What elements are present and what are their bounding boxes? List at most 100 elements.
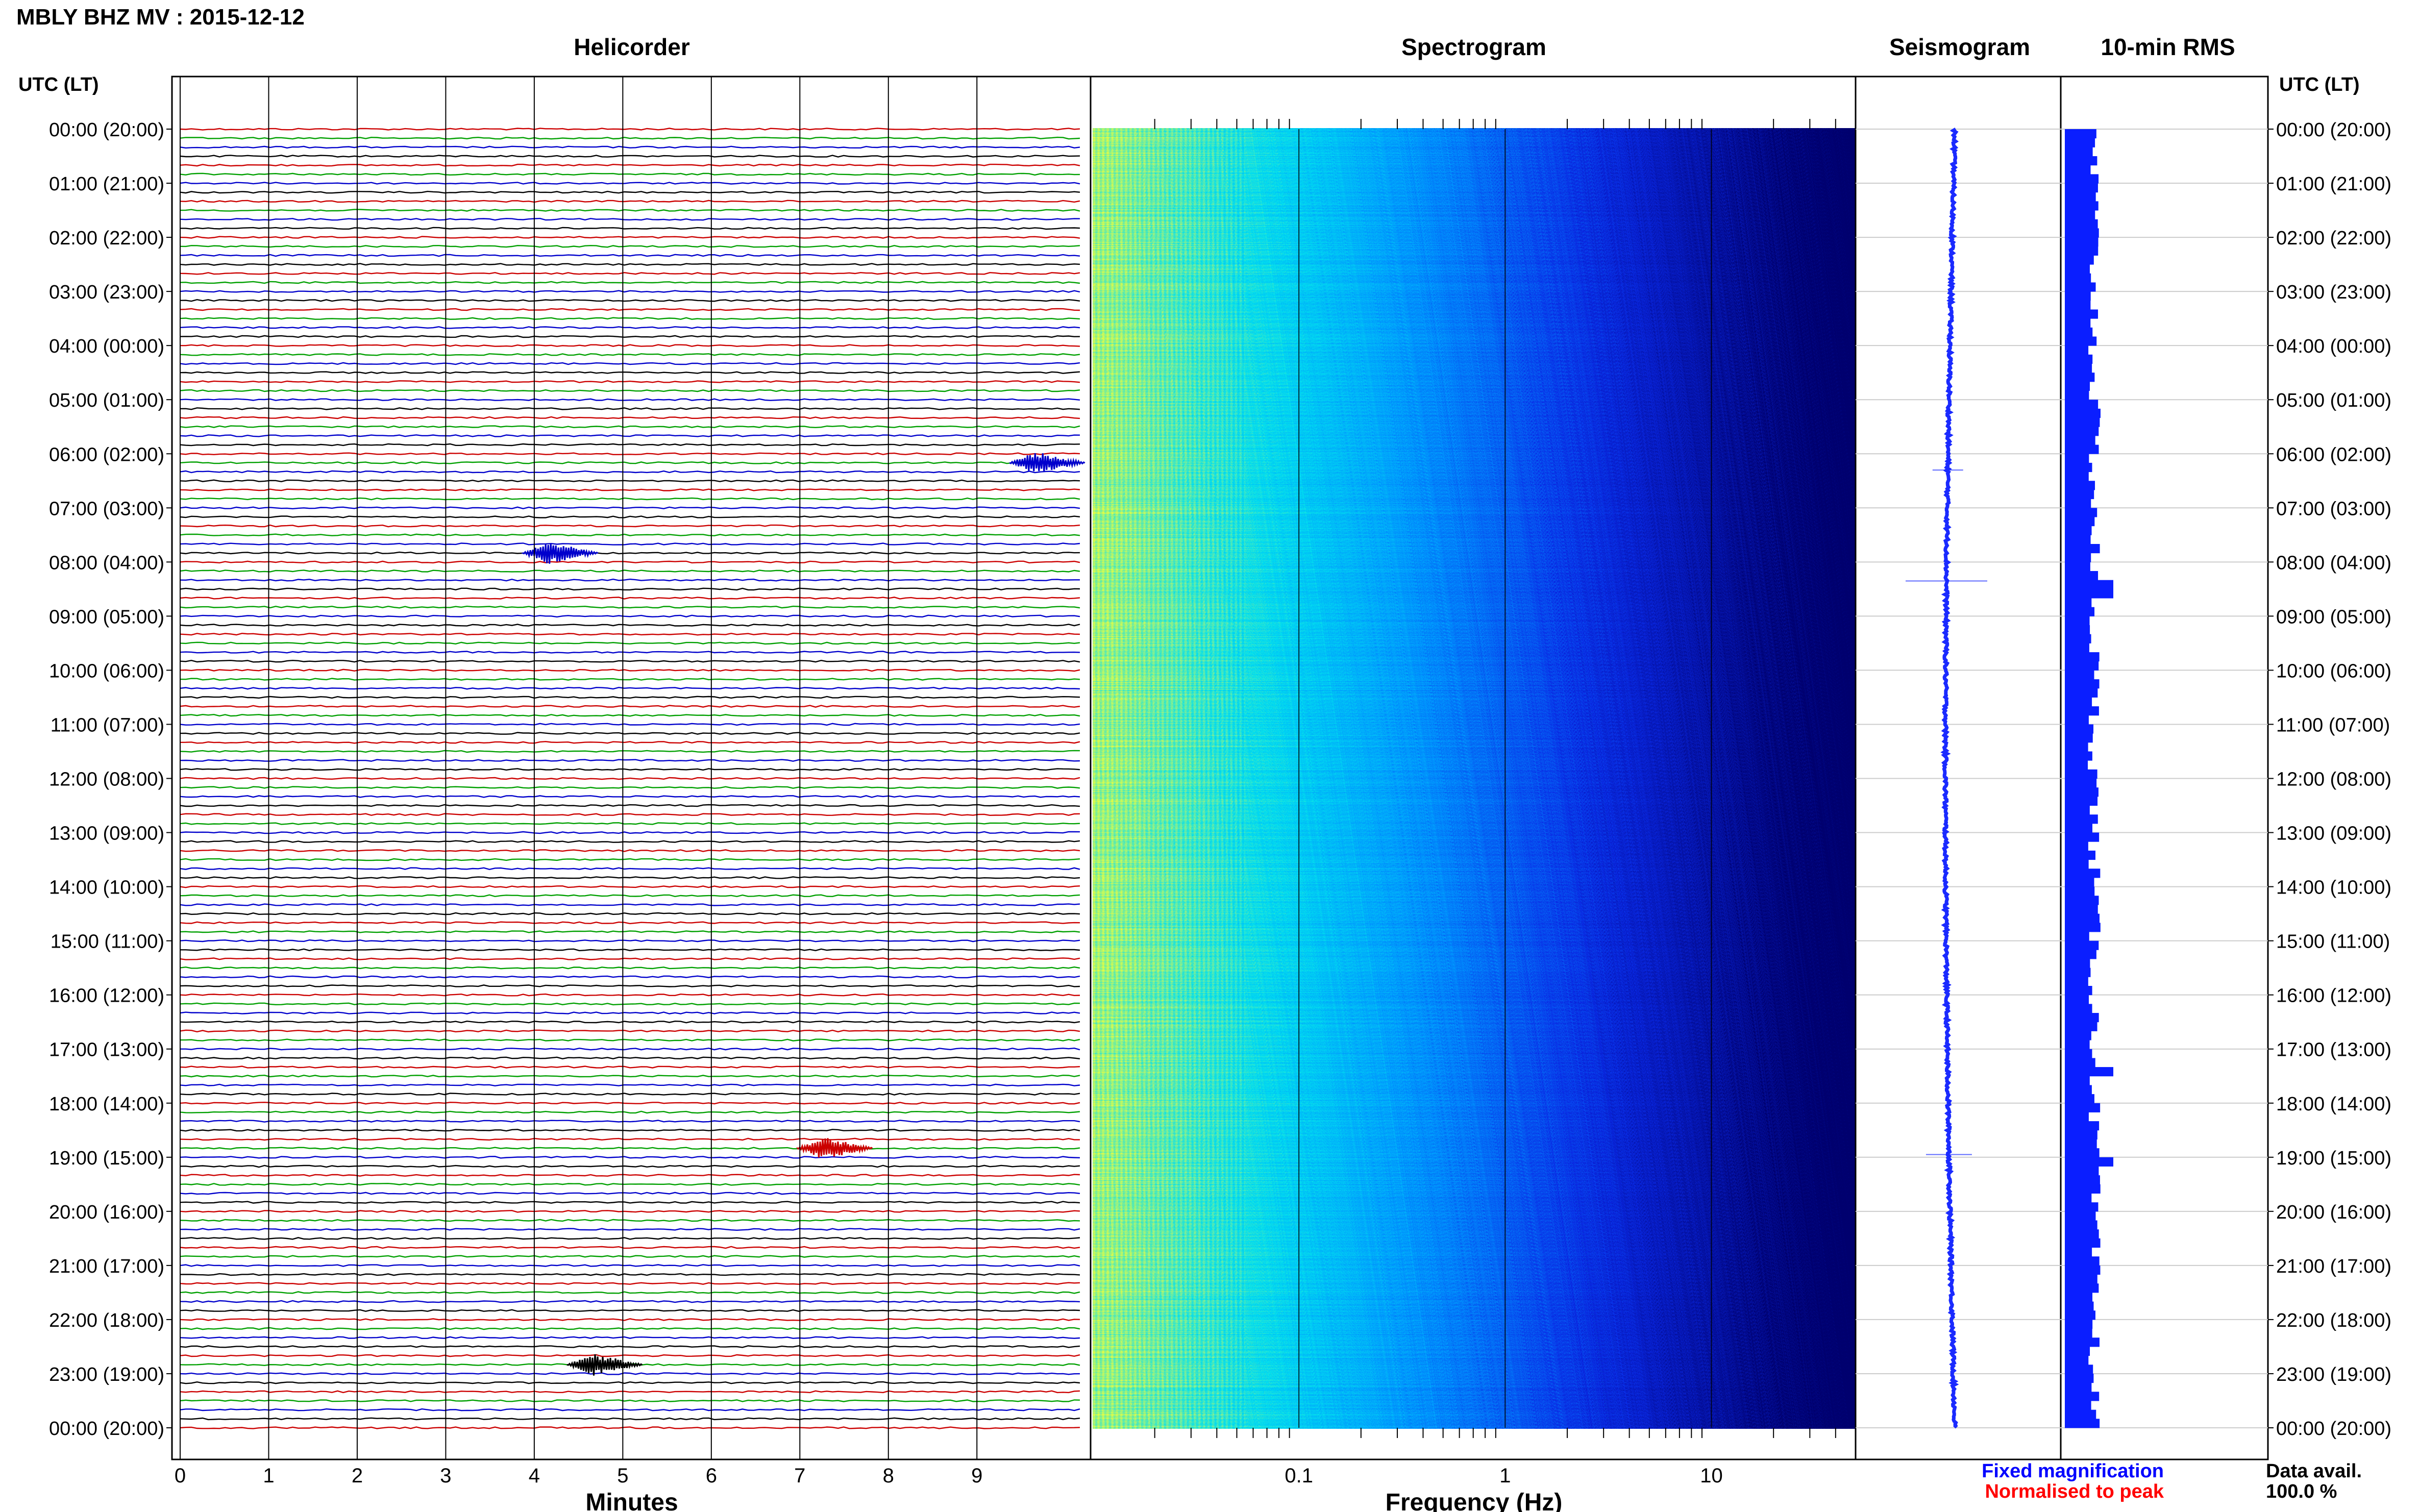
helicorder-row: [180, 624, 1080, 627]
helicorder-row: [180, 1209, 1080, 1213]
rms-bar: [2065, 264, 2090, 274]
minutes-axis-label: Minutes: [585, 1489, 678, 1512]
time-label-right: 00:00 (20:00): [2276, 1418, 2391, 1440]
rms-bar: [2065, 760, 2088, 770]
rms-bar: [2065, 156, 2097, 166]
rms-bar: [2065, 174, 2099, 184]
time-label-left: 09:00 (05:00): [49, 606, 164, 628]
rms-bar: [2065, 427, 2099, 436]
helicorder-row: [180, 1201, 1080, 1204]
rms-bar: [2065, 1274, 2097, 1284]
time-labels-right: 00:00 (20:00) 01:00 (21:00) 02:00 (22:00) 0…: [2268, 119, 2391, 1440]
time-label-left: 22:00 (18:00): [49, 1310, 164, 1331]
helicorder-row: [180, 380, 1080, 383]
helicorder-row: [180, 407, 1080, 410]
rms-bar: [2065, 1157, 2113, 1167]
helicorder-event: [1009, 453, 1085, 472]
rms-bar: [2065, 1256, 2100, 1266]
helicorder-row: [180, 894, 1080, 898]
helicorder-row: [180, 678, 1080, 681]
minute-tick-label: 7: [794, 1465, 805, 1487]
seismogram-title: Seismogram: [1889, 34, 2030, 60]
rms-bar: [2065, 634, 2091, 643]
minute-tick-label: 2: [352, 1465, 363, 1487]
helicorder-row: [180, 1056, 1080, 1060]
rms-bar: [2065, 147, 2093, 157]
helicorder-event: [796, 1138, 873, 1158]
rms-bar: [2065, 318, 2091, 328]
rms-bar: [2065, 1112, 2089, 1122]
rms-bar: [2065, 1211, 2096, 1221]
rms-bar: [2065, 679, 2100, 689]
rms-bar: [2065, 444, 2099, 454]
helicorder-row: [180, 1155, 1080, 1159]
rms-bar: [2065, 165, 2091, 175]
rms-bar: [2065, 1382, 2092, 1392]
helicorder-row: [180, 1336, 1080, 1340]
rms-bar: [2065, 805, 2090, 815]
rms-bar: [2065, 598, 2092, 608]
frequency-tick-label: 1: [1499, 1465, 1511, 1487]
rms-bar: [2065, 1346, 2090, 1356]
helicorder-row: [180, 840, 1080, 844]
helicorder-row: [180, 551, 1080, 555]
rms-bar: [2065, 1238, 2101, 1248]
time-label-right: 00:00 (20:00): [2276, 119, 2391, 141]
legend-normalised-to-peak: Normalised to peak: [1985, 1481, 2164, 1502]
rms-bar: [2065, 607, 2095, 616]
rms-bar: [2065, 1094, 2094, 1104]
rms-bar: [2065, 580, 2113, 589]
helicorder-row: [180, 470, 1080, 474]
helicorder-row: [180, 750, 1080, 753]
rms-bar: [2065, 1355, 2089, 1365]
helicorder-title: Helicorder: [574, 34, 690, 60]
panel-frames: [171, 76, 2269, 1460]
minute-tick-label: 1: [263, 1465, 274, 1487]
rms-bar: [2065, 1130, 2097, 1139]
time-label-left: 23:00 (19:00): [49, 1364, 164, 1385]
helicorder-row: [180, 1291, 1080, 1294]
rms-bar: [2065, 688, 2098, 698]
frequency-tick-label: 10: [1700, 1465, 1723, 1487]
helicorder-row: [180, 1282, 1080, 1285]
rms-bar: [2065, 869, 2101, 878]
helicorder-row: [180, 597, 1080, 600]
time-label-right: 11:00 (07:00): [2276, 714, 2390, 736]
rms-bar: [2065, 896, 2099, 905]
rms-bar: [2065, 1067, 2113, 1077]
helicorder-row: [180, 1273, 1080, 1276]
helicorder-row: [180, 966, 1080, 970]
frequency-axis-label: Frequency (Hz): [1386, 1489, 1563, 1512]
minute-tick-label: 6: [706, 1465, 717, 1487]
helicorder-row: [180, 190, 1080, 194]
rms-bar: [2065, 1292, 2093, 1302]
time-label-right: 02:00 (22:00): [2276, 228, 2391, 249]
helicorder-row: [180, 1011, 1080, 1014]
helicorder-row: [180, 1164, 1080, 1168]
rms-bar: [2065, 715, 2089, 725]
rms-bar: [2065, 904, 2098, 914]
helicorder-row: [180, 497, 1080, 501]
helicorder-row: [180, 533, 1080, 537]
rms-bar: [2065, 1409, 2096, 1419]
minute-tick-label: 5: [617, 1465, 628, 1487]
helicorder-row: [180, 1147, 1080, 1150]
rms-bar: [2065, 1076, 2090, 1085]
rms-bar: [2065, 192, 2096, 202]
minute-ticks: 0 1 2 3 4 5 6 7 8 9: [175, 1465, 982, 1487]
helicorder-row: [180, 389, 1080, 392]
data-avail-value: 100.0 %: [2266, 1481, 2337, 1502]
helicorder-row: [180, 217, 1080, 221]
helicorder-row: [180, 813, 1080, 816]
time-label-right: 23:00 (19:00): [2276, 1364, 2391, 1385]
helicorder-row: [180, 957, 1080, 960]
time-label-right: 18:00 (14:00): [2276, 1094, 2391, 1115]
time-label-right: 06:00 (02:00): [2276, 444, 2391, 465]
helicorder-row: [180, 939, 1080, 943]
time-label-left: 00:00 (20:00): [49, 1418, 164, 1440]
helicorder-row: [180, 1101, 1080, 1105]
helicorder-row: [180, 209, 1080, 212]
rms-bar: [2065, 968, 2091, 977]
rms-bar: [2065, 706, 2099, 716]
rms-bar: [2065, 859, 2089, 869]
